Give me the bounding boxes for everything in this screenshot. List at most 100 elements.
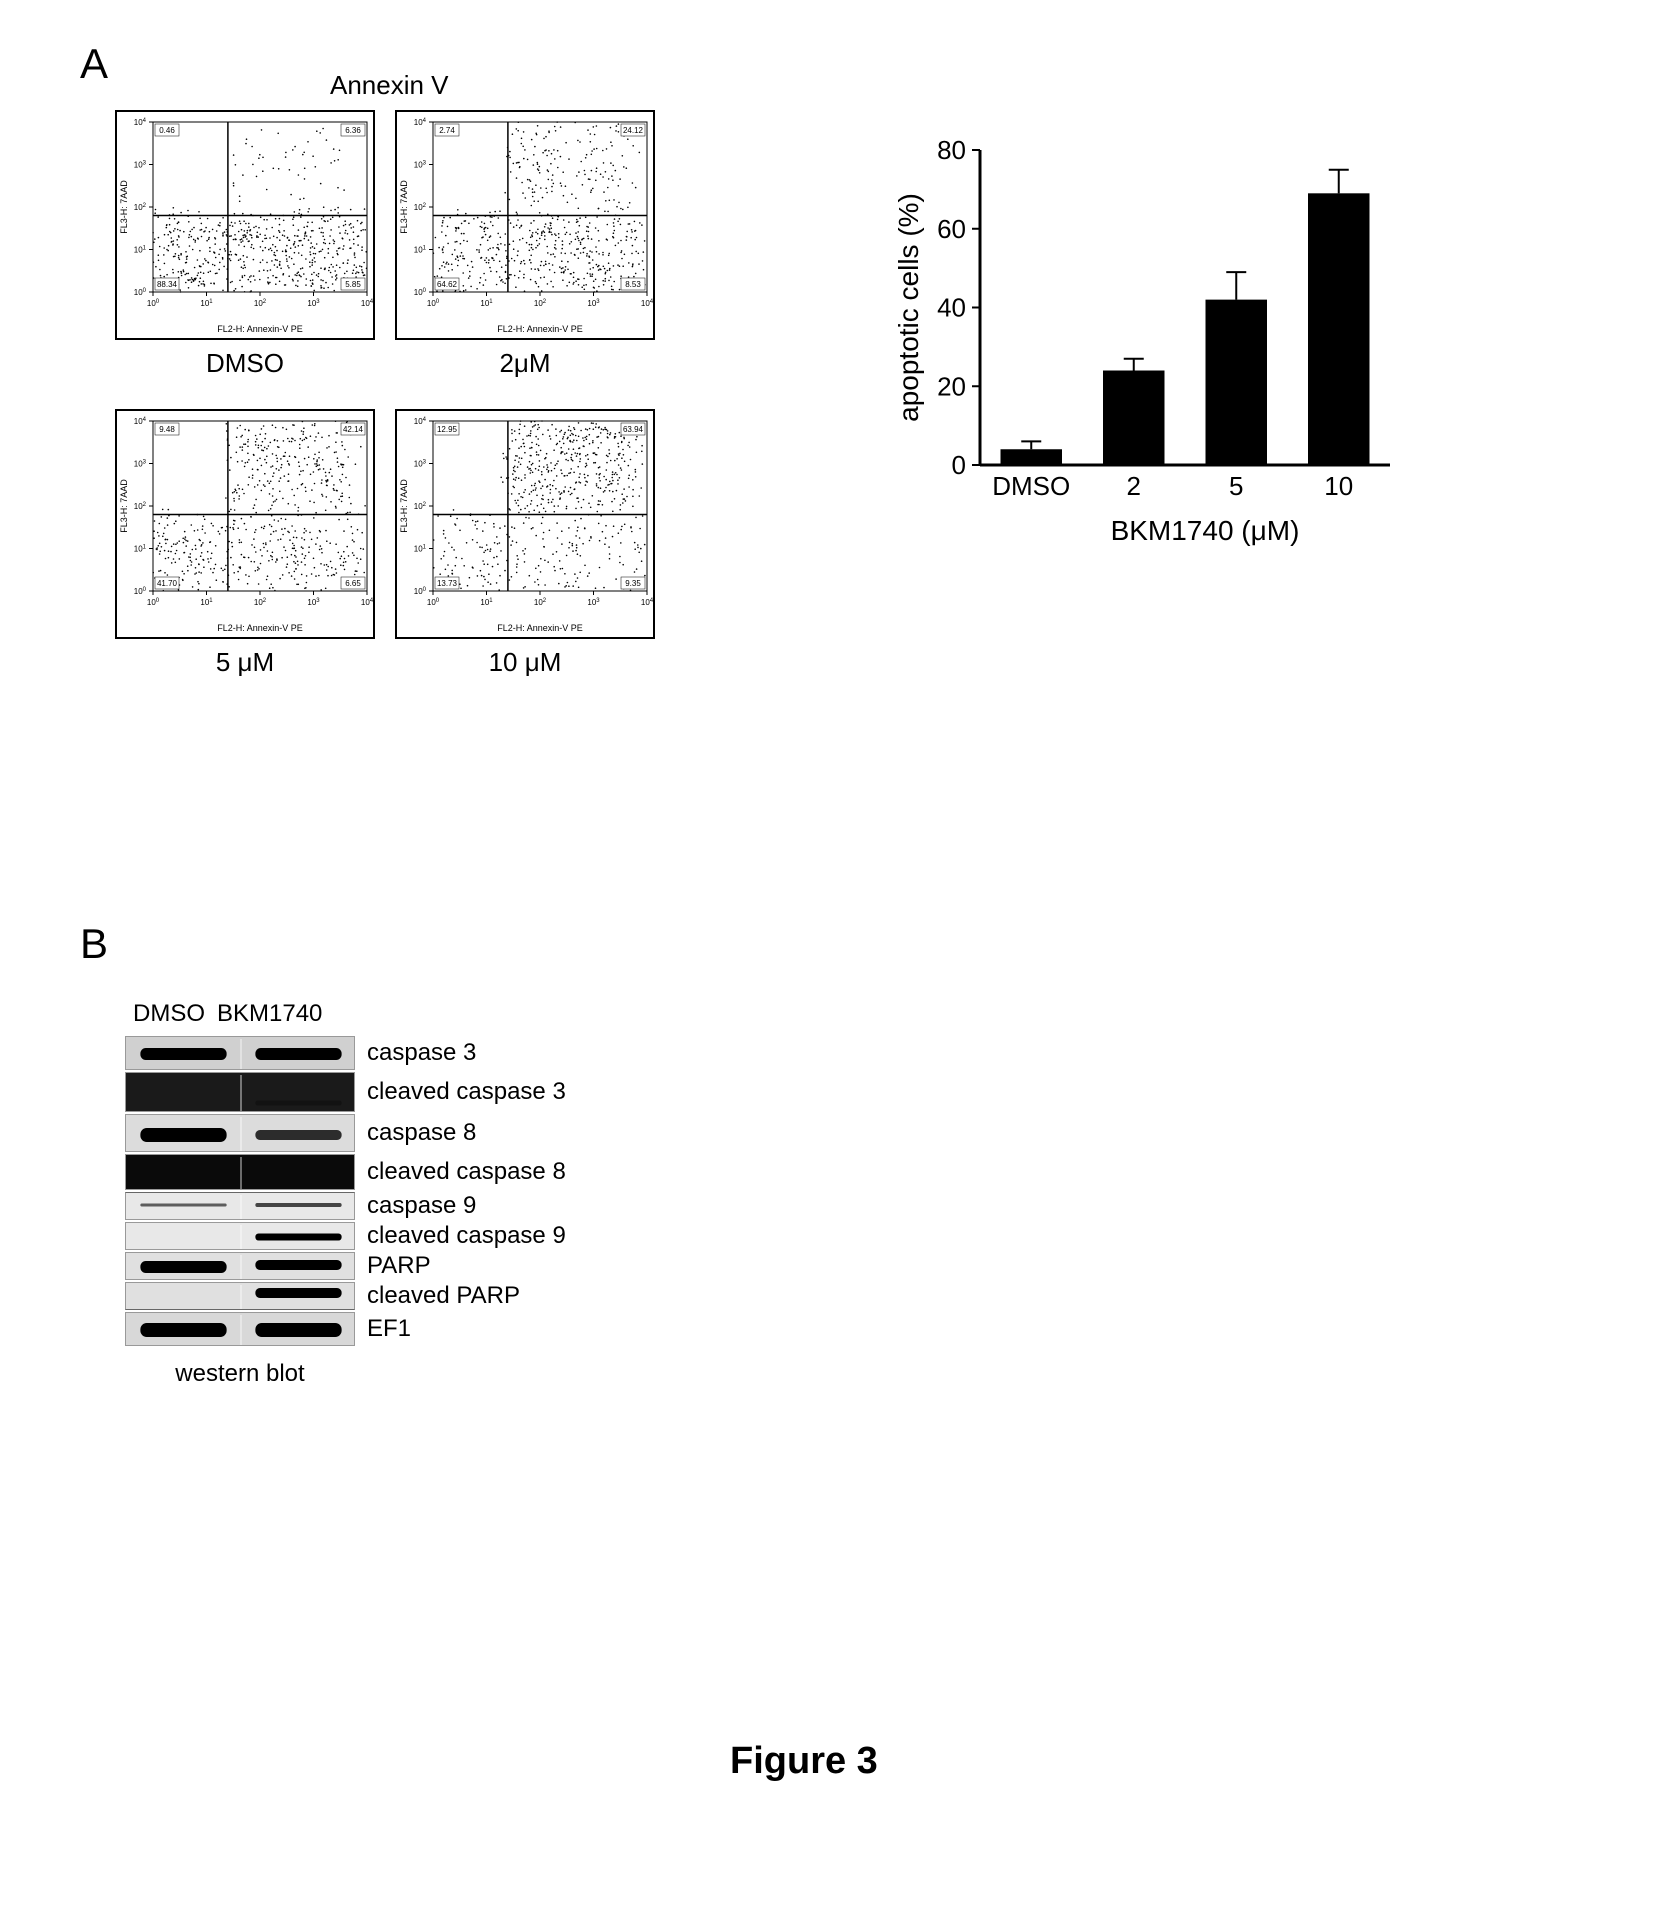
svg-text:104: 104 (361, 299, 374, 308)
svg-text:103: 103 (414, 460, 427, 469)
wb-protein-label: cleaved PARP (367, 1282, 520, 1310)
bar-x-label: 2 (1127, 471, 1141, 501)
facs-condition-label: 10 μM (489, 647, 562, 678)
panel-b-label: B (80, 920, 108, 968)
svg-text:104: 104 (361, 598, 374, 607)
bar-y-tick: 20 (937, 371, 966, 401)
wb-protein-label: caspase 8 (367, 1119, 476, 1147)
svg-text:63.94: 63.94 (623, 425, 644, 434)
svg-text:102: 102 (414, 502, 427, 511)
bar (1001, 449, 1063, 465)
bar-y-tick: 40 (937, 293, 966, 323)
svg-text:41.70: 41.70 (157, 579, 178, 588)
svg-text:104: 104 (134, 118, 147, 127)
wb-protein-label: caspase 3 (367, 1039, 476, 1067)
svg-text:5.85: 5.85 (345, 280, 361, 289)
svg-text:FL2-H: Annexin-V PE: FL2-H: Annexin-V PE (497, 623, 583, 633)
svg-text:104: 104 (641, 299, 654, 308)
svg-text:FL3-H: 7AAD: FL3-H: 7AAD (119, 180, 129, 234)
wb-band-image (125, 1312, 355, 1346)
facs-plot: 2.74 24.12 64.62 8.53 100101102103104100… (395, 110, 655, 379)
svg-text:FL3-H: 7AAD: FL3-H: 7AAD (399, 180, 409, 234)
wb-protein-label: EF1 (367, 1315, 411, 1343)
svg-text:101: 101 (480, 299, 493, 308)
svg-text:104: 104 (414, 417, 427, 426)
bar-chart: 020406080 DMSO2510 apoptotic cells (%) B… (890, 130, 1410, 565)
facs-condition-label: 5 μM (216, 647, 274, 678)
bar-y-tick: 60 (937, 214, 966, 244)
svg-text:103: 103 (134, 460, 147, 469)
wb-band-image (125, 1072, 355, 1112)
wb-lane: caspase 3 (125, 1036, 566, 1070)
wb-lane: cleaved caspase 8 (125, 1154, 566, 1190)
wb-lane: cleaved caspase 9 (125, 1222, 566, 1250)
bar (1206, 300, 1268, 465)
figure-caption: Figure 3 (730, 1740, 878, 1783)
svg-text:102: 102 (254, 299, 267, 308)
bar (1308, 193, 1370, 465)
wb-column-label: DMSO (133, 1000, 205, 1028)
svg-text:0.46: 0.46 (159, 126, 175, 135)
svg-text:102: 102 (254, 598, 267, 607)
facs-plot-svg: 0.46 6.36 88.34 5.85 100 101 102 103 104 100 1… (115, 110, 375, 340)
svg-text:102: 102 (534, 299, 547, 308)
svg-text:101: 101 (134, 246, 147, 255)
wb-band-image (125, 1222, 355, 1250)
svg-text:FL2-H: Annexin-V PE: FL2-H: Annexin-V PE (217, 623, 303, 633)
wb-protein-label: cleaved caspase 3 (367, 1078, 566, 1106)
svg-text:88.34: 88.34 (157, 280, 178, 289)
svg-text:103: 103 (307, 299, 320, 308)
bar-x-label: DMSO (992, 471, 1070, 501)
annexin-title: Annexin V (330, 70, 449, 101)
svg-text:101: 101 (200, 598, 213, 607)
facs-grid: 0.46 6.36 88.34 5.85 1001011021031041001… (115, 110, 655, 678)
western-blot: DMSO BKM1740 caspase 3 cleaved caspase 3 (125, 1000, 566, 1388)
svg-text:100: 100 (414, 587, 427, 596)
bar-x-axis-label: BKM1740 (μM) (1111, 515, 1300, 546)
svg-text:100: 100 (134, 288, 147, 297)
wb-lane: cleaved PARP (125, 1282, 566, 1310)
svg-text:102: 102 (414, 203, 427, 212)
wb-protein-label: cleaved caspase 8 (367, 1158, 566, 1186)
svg-text:13.73: 13.73 (437, 579, 458, 588)
wb-band-image (125, 1036, 355, 1070)
svg-text:100: 100 (147, 299, 160, 308)
svg-text:6.36: 6.36 (345, 126, 361, 135)
svg-text:FL3-H: 7AAD: FL3-H: 7AAD (119, 479, 129, 533)
wb-column-label: BKM1740 (217, 1000, 322, 1028)
wb-lane: caspase 9 (125, 1192, 566, 1220)
svg-text:12.95: 12.95 (437, 425, 458, 434)
svg-text:9.35: 9.35 (625, 579, 641, 588)
facs-condition-label: 2μM (499, 348, 550, 379)
svg-text:103: 103 (414, 161, 427, 170)
svg-text:64.62: 64.62 (437, 280, 458, 289)
svg-text:102: 102 (134, 203, 147, 212)
svg-text:100: 100 (427, 598, 440, 607)
bar-x-label: 10 (1324, 471, 1353, 501)
svg-text:104: 104 (134, 417, 147, 426)
svg-text:9.48: 9.48 (159, 425, 175, 434)
wb-protein-label: caspase 9 (367, 1192, 476, 1220)
wb-lane: caspase 8 (125, 1114, 566, 1152)
panel-a-label: A (80, 40, 108, 88)
bar-y-tick: 80 (937, 135, 966, 165)
facs-plot: 0.46 6.36 88.34 5.85 100 101 102 103 104 100 1… (115, 110, 375, 379)
wb-band-image (125, 1114, 355, 1152)
svg-text:8.53: 8.53 (625, 280, 641, 289)
svg-text:FL2-H: Annexin-V PE: FL2-H: Annexin-V PE (217, 324, 303, 334)
svg-text:FL3-H: 7AAD: FL3-H: 7AAD (399, 479, 409, 533)
svg-text:102: 102 (134, 502, 147, 511)
facs-plot: 12.95 63.94 13.73 9.35 10010110210310410… (395, 409, 655, 678)
wb-lanes: caspase 3 cleaved caspase 3 caspase 8 (125, 1036, 566, 1348)
facs-plot-svg: 2.74 24.12 64.62 8.53 100101102103104100… (395, 110, 655, 340)
wb-lane: cleaved caspase 3 (125, 1072, 566, 1112)
svg-text:101: 101 (200, 299, 213, 308)
svg-text:42.14: 42.14 (343, 425, 364, 434)
svg-text:104: 104 (414, 118, 427, 127)
bar-y-tick: 0 (952, 450, 966, 480)
bar (1103, 371, 1165, 466)
svg-text:100: 100 (147, 598, 160, 607)
svg-text:100: 100 (414, 288, 427, 297)
svg-text:100: 100 (427, 299, 440, 308)
wb-band-image (125, 1252, 355, 1280)
